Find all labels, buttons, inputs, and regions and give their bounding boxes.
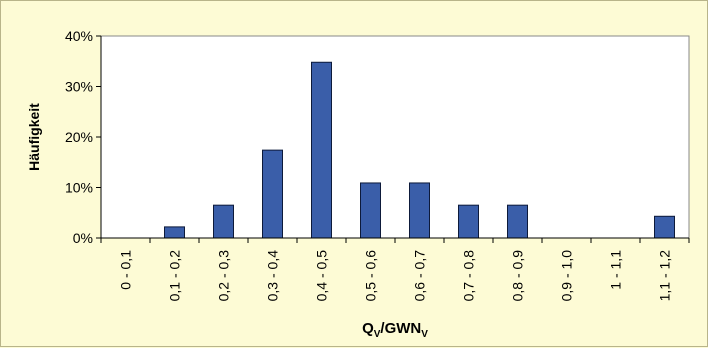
- bar: [409, 182, 430, 239]
- bar: [654, 215, 675, 239]
- bar: [262, 149, 283, 239]
- x-tick-label: 0,4 - 0,5: [314, 250, 330, 302]
- y-tick-label: 40%: [65, 28, 93, 44]
- x-tick-label: 0,5 - 0,6: [363, 250, 379, 302]
- bar: [507, 204, 528, 239]
- x-tick-label: 1 - 1,1: [608, 250, 624, 290]
- bar: [213, 204, 234, 239]
- y-tick-label: 30%: [65, 79, 93, 95]
- bar: [164, 226, 185, 239]
- y-tick-label: 0%: [73, 230, 93, 246]
- y-axis-label: Häufigkeit: [26, 103, 42, 171]
- bar: [311, 61, 332, 239]
- x-axis-label-main: Q: [362, 320, 374, 337]
- bar: [458, 204, 479, 239]
- x-axis-label: QV/GWNV: [362, 320, 428, 340]
- x-tick-label: 0,3 - 0,4: [265, 250, 281, 302]
- y-tick-label: 20%: [65, 129, 93, 145]
- bar: [360, 182, 381, 239]
- x-tick-label: 0 - 0,1: [118, 250, 134, 290]
- y-tick-label: 10%: [65, 180, 93, 196]
- x-tick-label: 0,8 - 0,9: [510, 250, 526, 302]
- x-tick-label: 0,6 - 0,7: [412, 250, 428, 302]
- x-axis-label-sub1: V: [374, 329, 381, 340]
- x-tick-label: 0,7 - 0,8: [461, 250, 477, 302]
- x-axis-label-sub2: V: [421, 329, 428, 340]
- x-tick-label: 0,2 - 0,3: [216, 250, 232, 302]
- x-tick-label: 0,9 - 1,0: [559, 250, 575, 302]
- x-axis-label-mid: /GWN: [380, 320, 421, 337]
- x-tick-label: 1,1 - 1,2: [657, 250, 673, 302]
- plot-area: [100, 35, 690, 239]
- x-tick-label: 0,1 - 0,2: [167, 250, 183, 302]
